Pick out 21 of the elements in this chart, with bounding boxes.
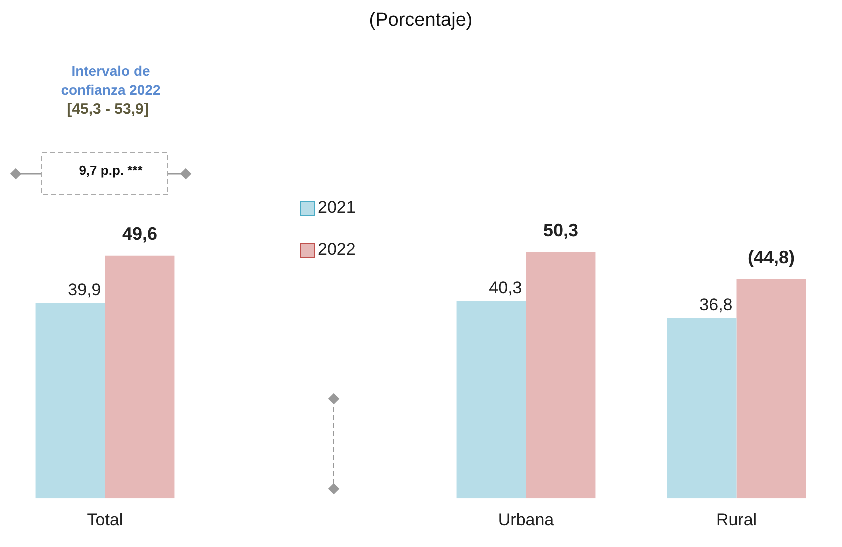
bar xyxy=(736,279,806,499)
data-label: 39,9 xyxy=(68,280,102,300)
data-label: 49,6 xyxy=(122,224,158,244)
x-tick-label: Rural xyxy=(716,510,758,530)
text: Intervalo de confianza 2022 xyxy=(60,62,162,100)
data-label: 36,8 xyxy=(700,296,733,315)
bar xyxy=(105,256,175,499)
bar xyxy=(667,318,737,499)
chart-title: (Porcentaje) xyxy=(368,10,474,32)
legend-label: 2022 xyxy=(318,240,356,260)
text: [45,3 - 53,9] xyxy=(66,101,150,118)
bar xyxy=(36,303,106,499)
data-label: 50,3 xyxy=(543,220,579,240)
bar xyxy=(456,301,526,499)
x-tick-label: Urbana xyxy=(498,510,555,530)
legend-label: 2021 xyxy=(318,198,356,218)
data-label: (44,8) xyxy=(748,247,795,268)
bar xyxy=(526,252,596,499)
x-tick-label: Total xyxy=(87,510,124,530)
data-label: 40,3 xyxy=(489,278,522,298)
text: 9,7 p.p. *** xyxy=(78,163,144,178)
